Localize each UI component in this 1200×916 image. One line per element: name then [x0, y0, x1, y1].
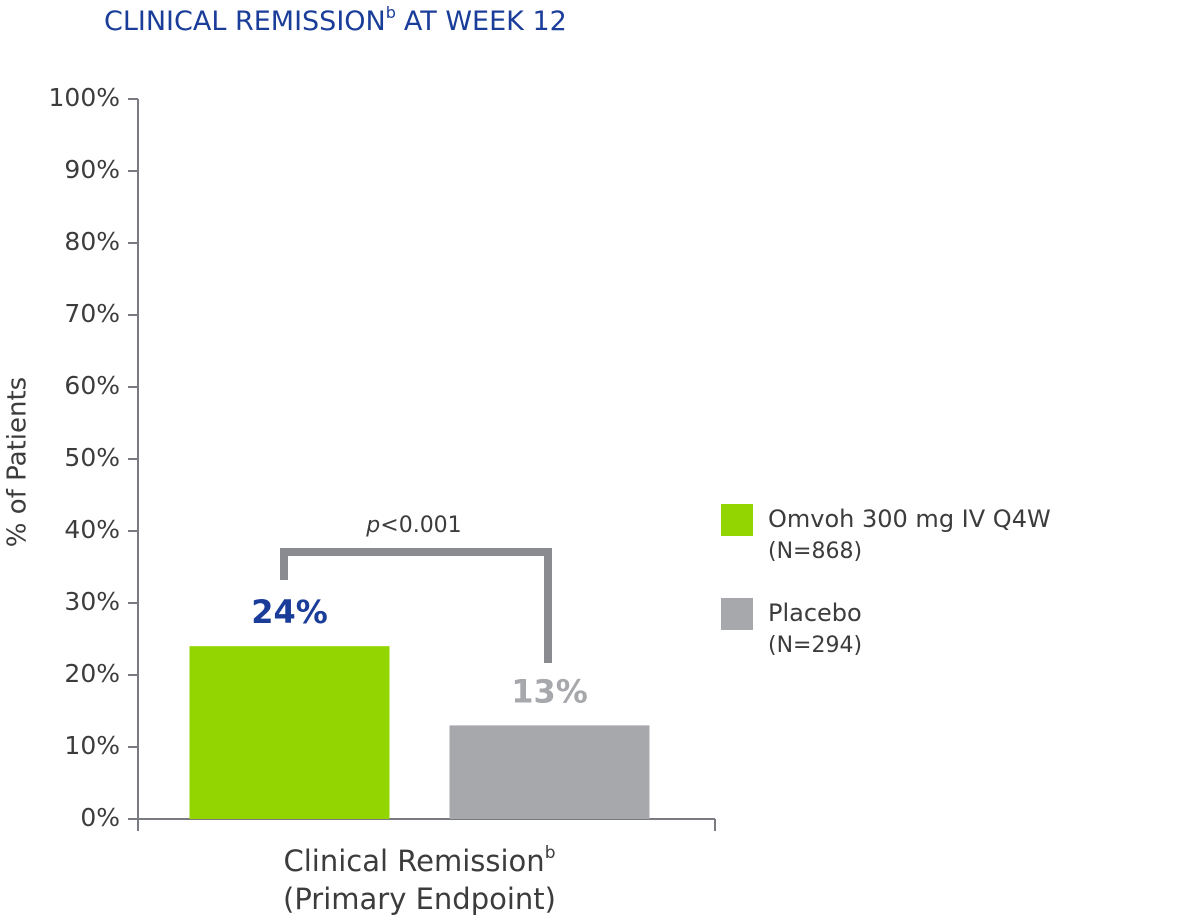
y-axis-label: % of Patients: [3, 377, 33, 547]
title-text: CLINICAL REMISSION: [104, 6, 386, 37]
bar: [189, 646, 390, 819]
value-label: 24%: [251, 593, 328, 631]
legend-label: Omvoh 300 mg IV Q4W: [768, 505, 1051, 533]
p-value: p<0.001: [365, 513, 461, 538]
y-tick-label: 0%: [80, 803, 120, 832]
value-label: 13%: [511, 672, 588, 710]
category-superscript: b: [545, 843, 556, 863]
y-tick-label: 50%: [64, 443, 120, 472]
chart-title: CLINICAL REMISSIONb AT WEEK 12: [104, 3, 567, 37]
y-tick-label: 70%: [64, 299, 120, 328]
legend-swatch: [721, 598, 753, 630]
p-text: <0.001: [380, 513, 461, 538]
y-tick-label: 10%: [64, 731, 120, 760]
title-superscript: b: [386, 3, 396, 22]
x-tick-sublabel: (Primary Endpoint): [283, 882, 556, 916]
y-tick-label: 60%: [64, 371, 120, 400]
y-tick-label: 20%: [64, 659, 120, 688]
y-tick-label: 30%: [64, 587, 120, 616]
y-tick-label: 80%: [64, 227, 120, 256]
y-tick-label: 100%: [49, 83, 120, 112]
legend-label: Placebo: [768, 599, 862, 627]
significance-bracket: [280, 548, 552, 663]
y-tick-label: 90%: [64, 155, 120, 184]
title-suffix: AT WEEK 12: [404, 6, 567, 37]
category-text: Clinical Remission: [284, 844, 545, 878]
legend-sublabel: (N=868): [768, 539, 862, 564]
legend-swatch: [721, 504, 753, 536]
p-italic: p: [365, 513, 380, 538]
y-tick-label: 40%: [64, 515, 120, 544]
x-tick-label: Clinical Remissionb: [284, 843, 556, 878]
legend-sublabel: (N=294): [768, 633, 862, 658]
bar: [449, 725, 650, 819]
